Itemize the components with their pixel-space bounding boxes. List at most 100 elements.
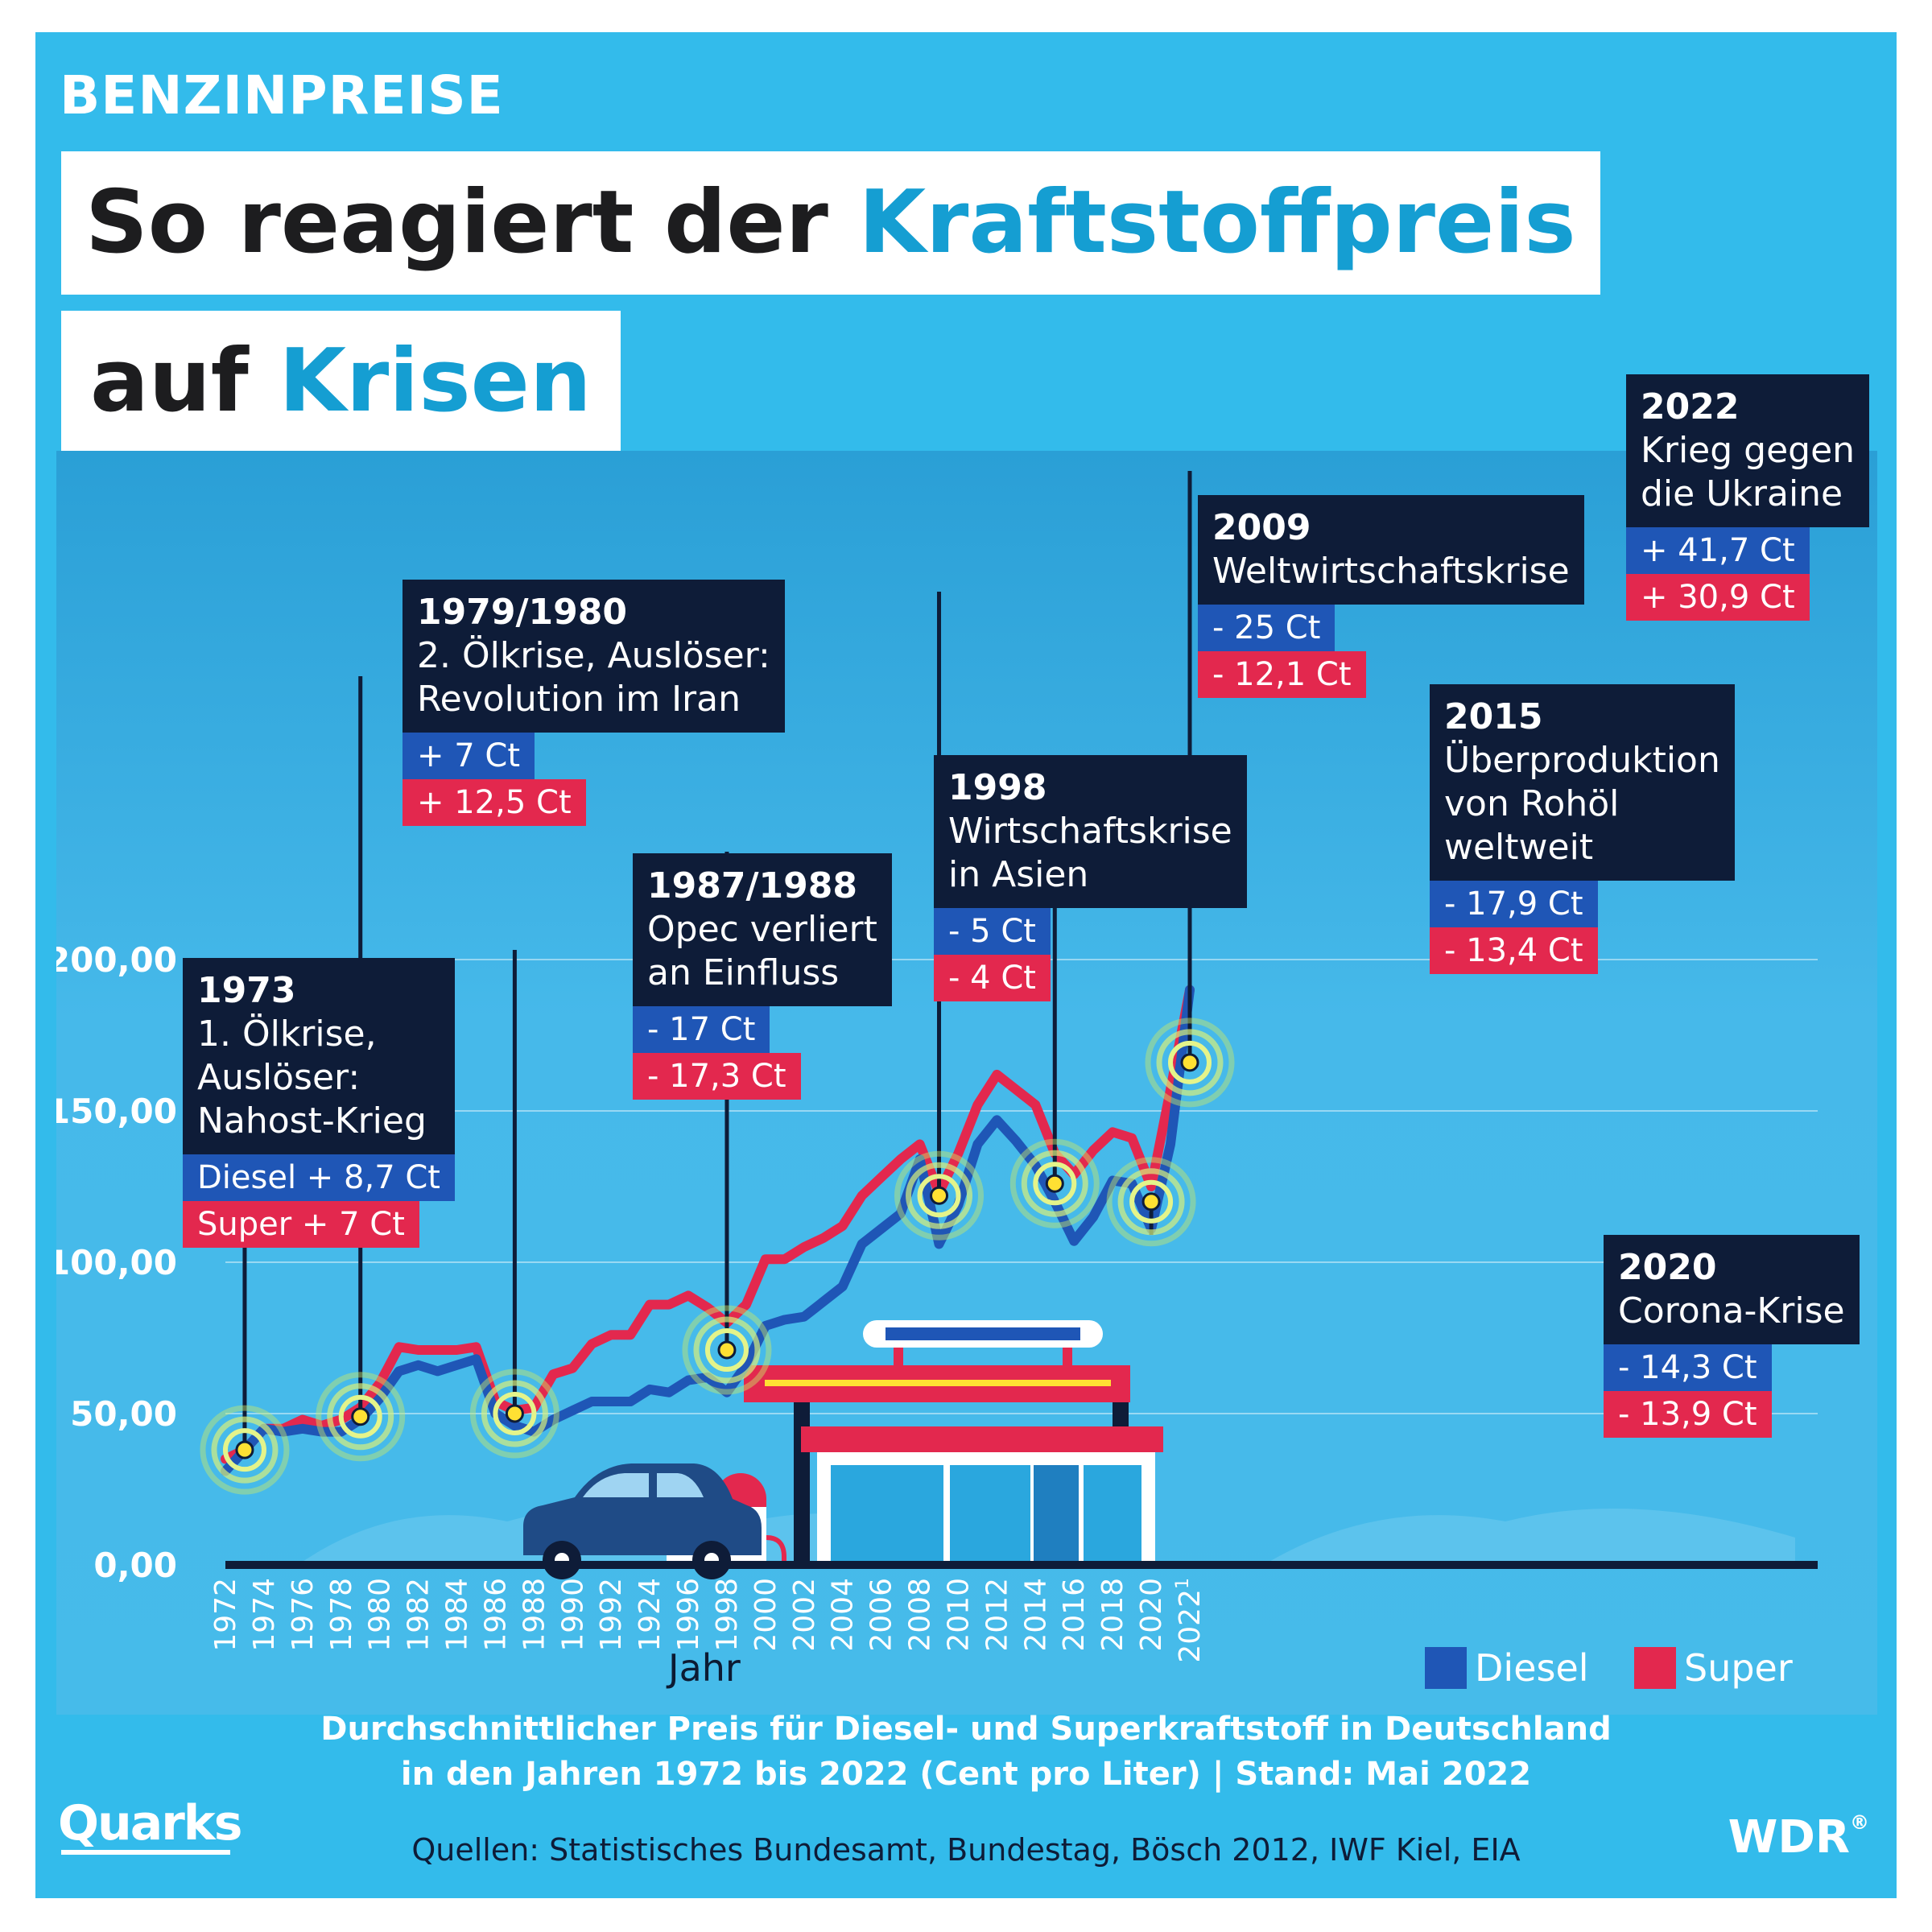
x-tick-label: 1988 bbox=[518, 1578, 551, 1652]
annotation-text-line: die Ukraine bbox=[1641, 473, 1843, 514]
y-tick-label: 200,00 bbox=[56, 940, 177, 980]
marker-ring-mid-2015 bbox=[1021, 1150, 1088, 1217]
annotation-text-line: Überproduktion bbox=[1444, 740, 1720, 781]
x-tick-label: 1992 bbox=[595, 1578, 628, 1652]
shop-window-mid bbox=[950, 1465, 1030, 1565]
annotation-text-line: Opec verliert bbox=[647, 909, 877, 950]
annotation-diesel-change: - 14,3 Ct bbox=[1604, 1344, 1772, 1391]
annotation-text-line: an Einfluss bbox=[647, 952, 840, 993]
annotation-super-change: - 17,3 Ct bbox=[633, 1053, 801, 1100]
marker-ring-inner-2022 bbox=[1168, 1040, 1212, 1084]
marker-ring-mid-2022 bbox=[1156, 1029, 1224, 1096]
y-tick-label: 100,00 bbox=[56, 1243, 177, 1282]
annotation-year: 1998 bbox=[948, 767, 1047, 808]
caption-line-2: in den Jahren 1972 bis 2022 (Cent pro Li… bbox=[400, 1756, 1532, 1793]
legend-label-super: Super bbox=[1684, 1646, 1793, 1690]
x-tick-label: 2008 bbox=[904, 1578, 937, 1652]
annotation-diesel-change: - 5 Ct bbox=[934, 908, 1051, 955]
y-axis: 0,00 50,00 100,00 150,00 200,00 bbox=[56, 940, 177, 1585]
annotation-1973: 1973 1. Ölkrise, Auslöser: Nahost-Krieg Dies… bbox=[183, 958, 455, 1248]
x-tick-label: 1990 bbox=[556, 1578, 589, 1652]
annotation-diesel-change: Diesel + 8,7 Ct bbox=[183, 1154, 455, 1201]
marker-ring-inner-2015 bbox=[1033, 1162, 1077, 1206]
fuel-price-chart: 0,00 50,00 100,00 150,00 200,00 1972 1974 1976… bbox=[56, 471, 1818, 1690]
x-tick-label: 1986 bbox=[479, 1578, 512, 1652]
annotation-year: 2022 bbox=[1641, 386, 1740, 427]
annotation-diesel-change: + 7 Ct bbox=[402, 733, 535, 779]
legend: Diesel Super bbox=[1425, 1646, 1793, 1690]
wdr-logo: WDR® bbox=[1728, 1811, 1869, 1864]
marker-dot-2022 bbox=[1180, 1053, 1199, 1072]
y-tick-label: 0,00 bbox=[93, 1546, 177, 1585]
title-line-2: auf Krisen bbox=[61, 311, 621, 452]
quarks-logo-underline bbox=[61, 1850, 230, 1855]
marker-ring-inner-1987 bbox=[493, 1392, 537, 1435]
marker-ring-outer-1987 bbox=[469, 1368, 559, 1459]
legend-swatch-diesel bbox=[1425, 1647, 1467, 1689]
title-line-2-plain: auf bbox=[90, 331, 279, 431]
x-tick-label: 1974 bbox=[248, 1578, 281, 1652]
annotation-text-line: Weltwirtschaftskrise bbox=[1212, 551, 1570, 592]
annotation-super-change: + 30,9 Ct bbox=[1626, 574, 1810, 621]
marker-dot-2020 bbox=[1141, 1192, 1161, 1212]
marker-ring-inner-1973 bbox=[222, 1428, 266, 1472]
annotation-text-line: Krieg gegen bbox=[1641, 430, 1856, 471]
shop-window-right bbox=[1084, 1465, 1141, 1565]
x-tick-label: 20221 bbox=[1173, 1578, 1207, 1663]
car-body bbox=[523, 1463, 762, 1555]
annotation-super-change: - 4 Ct bbox=[934, 955, 1051, 1001]
kicker: BENZINPREISE bbox=[60, 64, 504, 126]
y-tick-label: 150,00 bbox=[56, 1092, 177, 1131]
pump-super-hose bbox=[766, 1535, 786, 1565]
annotation-text-line: Revolution im Iran bbox=[417, 679, 741, 720]
marker-dot-1973 bbox=[235, 1440, 254, 1459]
annotation-text-line: 1. Ölkrise, bbox=[197, 1013, 377, 1055]
quarks-logo: Quarks bbox=[58, 1795, 242, 1852]
annotation-super-change: - 12,1 Ct bbox=[1198, 651, 1366, 698]
wdr-registered-mark: ® bbox=[1850, 1811, 1869, 1834]
annotation-super-change: - 13,4 Ct bbox=[1430, 927, 1598, 974]
x-tick-label: 1982 bbox=[402, 1578, 436, 1652]
marker-ring-mid-1973 bbox=[211, 1416, 279, 1484]
infographic-frame: BENZINPREISE So reagiert der Kraftstoffp… bbox=[35, 32, 1897, 1898]
annotation-2022: 2022 Krieg gegen die Ukraine + 41,7 Ct + 30,… bbox=[1626, 374, 1870, 621]
x-tick-label: 2018 bbox=[1096, 1578, 1129, 1652]
x-tick-footnote: 1 bbox=[1173, 1578, 1193, 1589]
marker-ring-inner-1979 bbox=[338, 1394, 382, 1439]
sign-post-right bbox=[1063, 1348, 1072, 1365]
crisis-markers bbox=[200, 1018, 1235, 1495]
x-tick-label: 2014 bbox=[1019, 1578, 1052, 1652]
annotation-header: 2015 Überproduktion von Rohöl weltweit bbox=[1430, 684, 1735, 881]
annotation-year: 1987/1988 bbox=[647, 865, 857, 906]
station-sign-bar bbox=[886, 1327, 1080, 1340]
sources: Quellen: Statistisches Bundesamt, Bundes… bbox=[411, 1832, 1521, 1868]
marker-ring-outer-1998 bbox=[682, 1305, 772, 1395]
car-window-front bbox=[583, 1473, 649, 1497]
marker-ring-mid-2020 bbox=[1117, 1168, 1185, 1236]
title-line-2-highlight: Krisen bbox=[279, 331, 592, 431]
x-tick-label: 2016 bbox=[1058, 1578, 1091, 1652]
marker-dot-2015 bbox=[1045, 1174, 1064, 1193]
caption-line-1: Durchschnittlicher Preis für Diesel- und… bbox=[320, 1711, 1612, 1748]
annotation-2009: 2009 Weltwirtschaftskrise - 25 Ct - 12,1 Ct bbox=[1198, 495, 1584, 698]
marker-ring-inner-1998 bbox=[704, 1328, 749, 1373]
series-line-super bbox=[221, 985, 1195, 1464]
car-window-rear bbox=[657, 1473, 704, 1497]
annotation-super-change: Super + 7 Ct bbox=[183, 1201, 419, 1248]
marker-ring-outer-2022 bbox=[1145, 1018, 1235, 1108]
x-tick-label: 2006 bbox=[865, 1578, 898, 1652]
annotation-text-line: Auslöser: bbox=[197, 1057, 361, 1098]
annotation-1979: 1979/1980 2. Ölkrise, Auslöser: Revolution… bbox=[402, 580, 785, 826]
annotation-1987: 1987/1988 Opec verliert an Einfluss - 17 Ct… bbox=[633, 853, 892, 1100]
marker-dot-2009 bbox=[930, 1186, 949, 1205]
annotation-year: 2009 bbox=[1212, 507, 1311, 548]
marker-dot-1987 bbox=[505, 1404, 524, 1423]
annotation-header: 1973 1. Ölkrise, Auslöser: Nahost-Krieg bbox=[183, 958, 455, 1154]
marker-ring-outer-2015 bbox=[1009, 1138, 1100, 1228]
annotation-text-line: 2. Ölkrise, Auslöser: bbox=[417, 635, 770, 676]
marker-ring-outer-2020 bbox=[1106, 1157, 1196, 1247]
marker-ring-inner-2020 bbox=[1129, 1179, 1174, 1224]
x-tick-label: 2002 bbox=[788, 1578, 821, 1652]
x-tick-label: 2004 bbox=[827, 1578, 860, 1652]
annotation-text-line: in Asien bbox=[948, 854, 1089, 895]
